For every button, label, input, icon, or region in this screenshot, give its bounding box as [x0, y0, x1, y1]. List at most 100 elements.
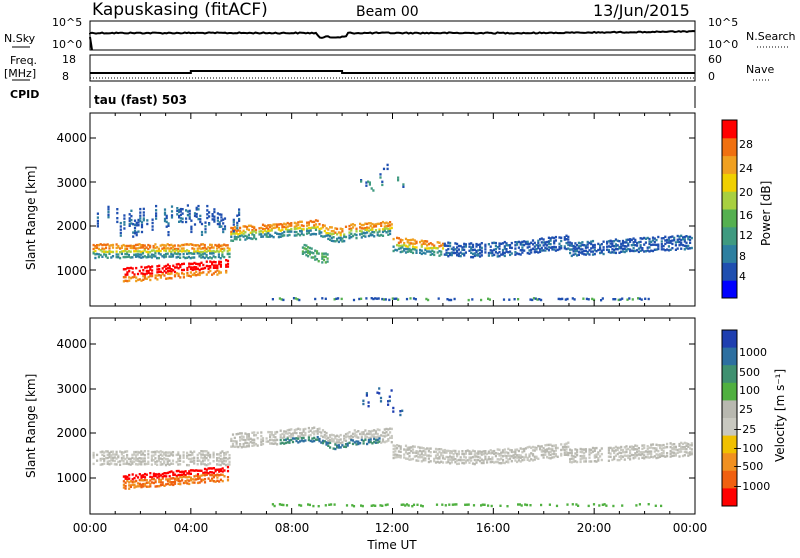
- velocity-cell: [186, 463, 189, 467]
- velocity-cell: [207, 477, 210, 480]
- power-cell: [141, 246, 145, 249]
- power-cell: [218, 221, 221, 224]
- power-cell: [164, 252, 168, 256]
- power-cell: [207, 271, 210, 274]
- power-cell: [376, 222, 379, 226]
- power-cell: [180, 250, 183, 253]
- power-cell: [477, 249, 480, 252]
- velocity-cell: [535, 456, 538, 460]
- velocity-cell: [544, 450, 547, 454]
- velocity-cell: [396, 444, 399, 447]
- velocity-cell: [316, 429, 319, 433]
- velocity-cell: [487, 504, 490, 507]
- velocity-cell: [422, 454, 425, 457]
- power-cell: [307, 251, 310, 254]
- power-cell: [307, 223, 310, 226]
- power-cell: [131, 276, 134, 279]
- velocity-cell: [572, 455, 575, 458]
- velocity-cell: [219, 459, 222, 463]
- power-cell: [539, 238, 542, 241]
- power-cell: [667, 245, 670, 248]
- velocity-cell: [491, 450, 494, 453]
- velocity-cell: [228, 463, 231, 466]
- power-cell: [429, 246, 432, 250]
- velocity-cell: [191, 481, 194, 484]
- velocity-cell: [211, 471, 214, 474]
- power-cell: [528, 242, 531, 246]
- power-cell: [210, 243, 213, 247]
- power-cell: [247, 224, 250, 227]
- velocity-cell: [226, 457, 229, 461]
- velocity-cell: [540, 450, 543, 453]
- velocity-cell: [344, 436, 348, 439]
- velocity-cell: [646, 453, 649, 456]
- freq-right-tick-bottom: 0: [708, 70, 715, 83]
- power-cell: [459, 244, 462, 248]
- velocity-cell: [590, 460, 593, 463]
- velocity-cell: [99, 450, 102, 454]
- power-cell: [378, 228, 381, 231]
- velocity-cell: [196, 459, 199, 462]
- power-cell: [607, 250, 610, 254]
- velocity-cell: [367, 438, 370, 442]
- power-cell: [365, 184, 368, 187]
- power-cell: [332, 236, 335, 239]
- velocity-cell: [141, 453, 145, 456]
- power-cell: [210, 246, 213, 249]
- velocity-cell: [267, 430, 270, 434]
- velocity-cell: [523, 447, 526, 451]
- power-cell: [425, 297, 428, 301]
- power-cell: [344, 225, 348, 228]
- velocity-cell: [126, 460, 129, 463]
- velocity-cell: [581, 448, 584, 451]
- power-cell: [680, 247, 683, 250]
- velocity-cell: [136, 457, 139, 461]
- power-cell: [321, 297, 324, 300]
- velocity-cell: [500, 457, 503, 460]
- velocity-cell: [186, 454, 189, 457]
- power-cell: [560, 247, 563, 250]
- power-cell: [343, 235, 346, 238]
- velocity-cell: [348, 435, 351, 439]
- power-cell: [311, 232, 314, 236]
- velocity-cell: [164, 454, 168, 457]
- power-cell: [101, 255, 104, 258]
- power-cell: [344, 235, 348, 239]
- velocity-cell: [161, 450, 164, 454]
- velocity-cell: [131, 473, 134, 476]
- velocity-cell: [113, 453, 116, 456]
- power-panel: Slant Range [km] 4000 3000 2000 1000: [24, 112, 696, 307]
- velocity-cell: [355, 440, 358, 443]
- power-cell: [390, 223, 393, 226]
- power-cell: [683, 235, 686, 239]
- velocity-cell: [376, 441, 379, 444]
- velocity-cell: [346, 442, 349, 445]
- power-cell: [577, 250, 580, 254]
- velocity-cell: [445, 455, 448, 459]
- power-cell: [310, 256, 313, 259]
- velocity-cell: [159, 481, 162, 484]
- velocity-cell: [605, 504, 608, 507]
- velocity-cell: [103, 454, 106, 458]
- power-cell: [128, 222, 131, 226]
- power-cell: [96, 252, 99, 256]
- power-cell: [254, 228, 258, 232]
- power-cell: [657, 243, 660, 246]
- velocity-cell: [533, 458, 536, 461]
- power-cell: [627, 238, 630, 241]
- power-cell: [276, 225, 279, 228]
- velocity-cell: [607, 455, 610, 458]
- power-cell: [99, 243, 102, 246]
- power-cell: [130, 209, 133, 212]
- velocity-cell: [662, 447, 665, 450]
- velocity-cell: [625, 445, 628, 448]
- velocity-cell: [138, 457, 141, 460]
- power-cell: [207, 265, 210, 268]
- power-cell: [230, 230, 233, 234]
- power-cell: [378, 234, 381, 237]
- velocity-cell: [380, 441, 383, 444]
- power-cell: [161, 243, 164, 247]
- velocity-cell: [429, 451, 432, 454]
- velocity-cell: [366, 435, 369, 439]
- velocity-cell: [583, 457, 586, 460]
